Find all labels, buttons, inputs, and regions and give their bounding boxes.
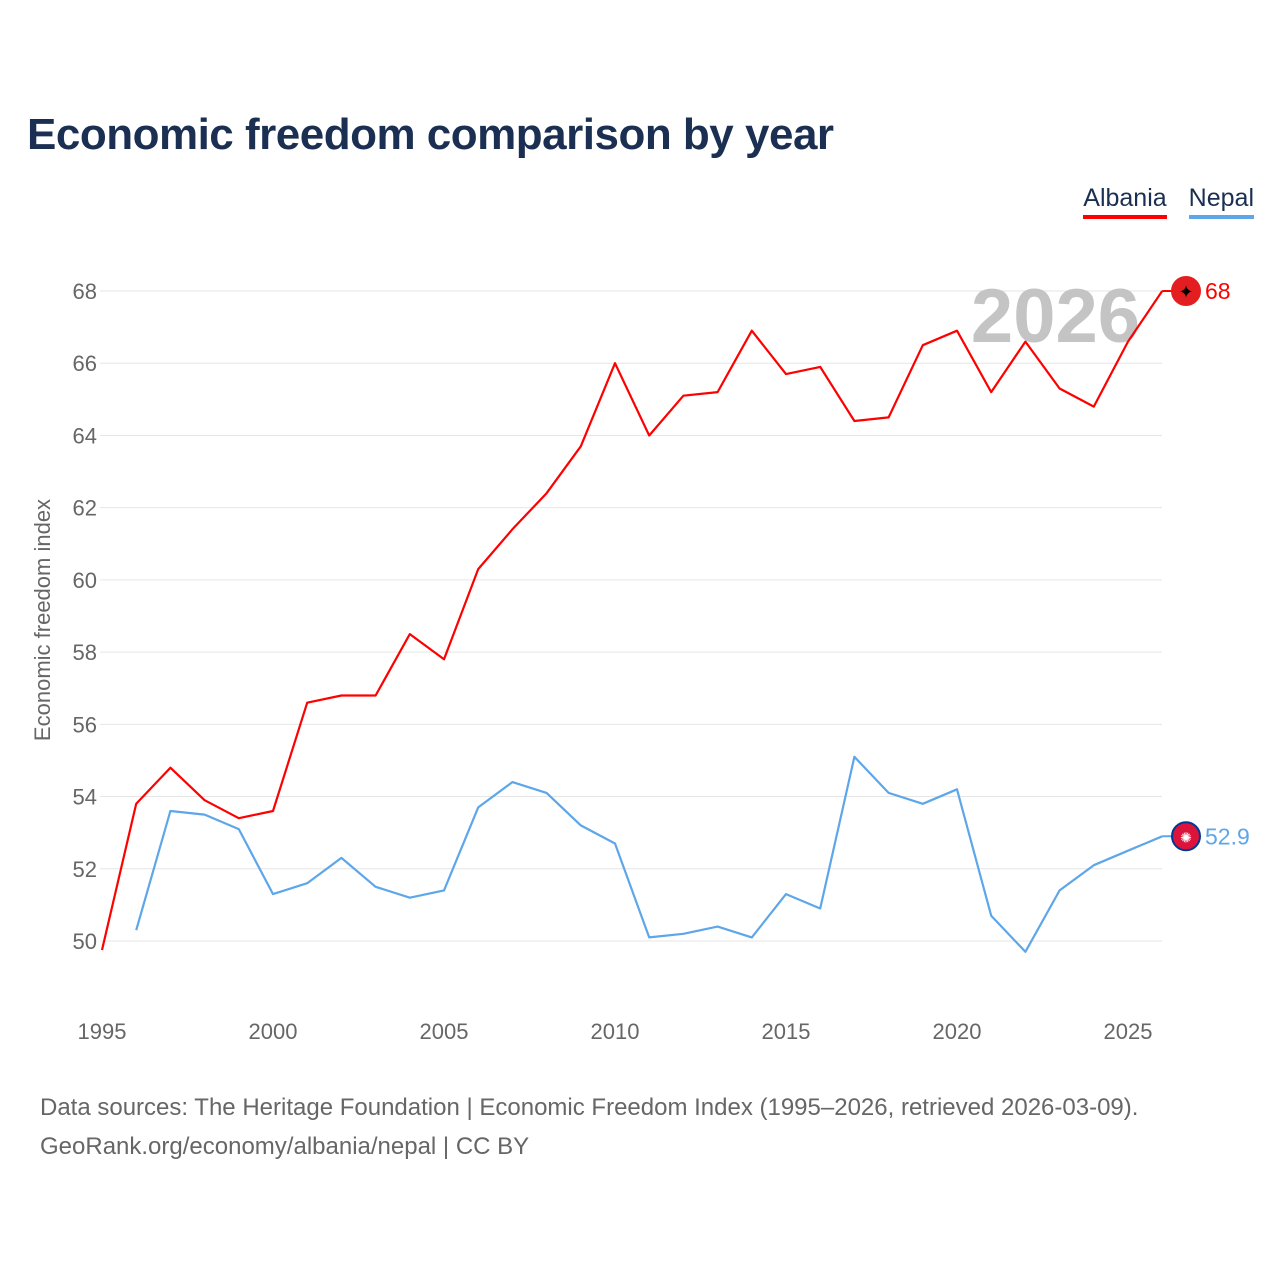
- sun-icon: ✺: [1180, 829, 1192, 845]
- series-line-nepal: [135, 755, 1163, 953]
- source-link[interactable]: GeoRank.org/economy/albania/nepal | CC B…: [40, 1133, 530, 1160]
- y-tick-label: 50: [73, 929, 97, 954]
- y-tick-label: 60: [73, 568, 97, 593]
- x-tick-label: 1995: [78, 1019, 127, 1044]
- flag-icon-nepal: [1171, 821, 1201, 852]
- x-tick-label: 2020: [933, 1019, 982, 1044]
- legend-albania[interactable]: Albania: [1083, 184, 1167, 219]
- data-source: Data sources: The Heritage Foundation | …: [40, 1094, 1139, 1121]
- y-tick-label: 64: [73, 423, 97, 448]
- x-tick-label: 2000: [249, 1019, 298, 1044]
- end-value-label-albania: 68: [1205, 278, 1231, 304]
- y-tick-label: 56: [73, 712, 97, 737]
- eagle-icon: ✦: [1178, 282, 1193, 302]
- year-watermark: 2026: [971, 274, 1140, 359]
- flag-icon-albania: [1171, 276, 1201, 307]
- x-tick-label: 2010: [591, 1019, 640, 1044]
- chart-title: Economic freedom comparison by year: [27, 110, 834, 159]
- y-tick-label: 68: [73, 279, 97, 304]
- legend-nepal[interactable]: Nepal: [1188, 184, 1254, 219]
- x-tick-label: 2005: [420, 1019, 469, 1044]
- footer: Data sources: The Heritage Foundation | …: [40, 1088, 1138, 1166]
- y-tick-label: 54: [73, 785, 97, 810]
- series-line-albania: [100, 290, 1164, 951]
- y-tick-label: 58: [73, 640, 97, 665]
- y-tick-label: 66: [73, 351, 97, 376]
- end-value-label-nepal: 52.9: [1205, 823, 1250, 849]
- y-tick-label: 62: [73, 496, 97, 521]
- y-tick-label: 52: [73, 857, 97, 882]
- x-tick-label: 2015: [762, 1019, 811, 1044]
- legend: Albania Nepal: [1083, 184, 1254, 219]
- x-tick-label: 2025: [1104, 1019, 1153, 1044]
- y-axis-label: Economic freedom index: [30, 499, 55, 741]
